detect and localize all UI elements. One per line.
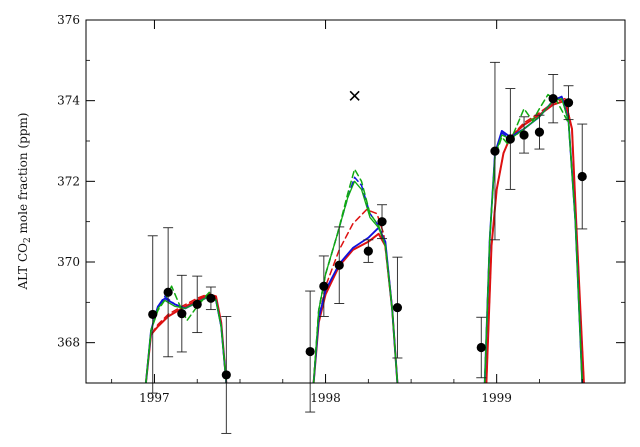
y-tick-label: 376 xyxy=(57,13,80,27)
y-axis-label-post: mole fraction (ppm) xyxy=(16,113,30,238)
data-point xyxy=(505,134,515,144)
data-point xyxy=(305,346,315,357)
series-5-segment-1 xyxy=(312,168,399,383)
data-point xyxy=(319,281,329,291)
x-tick-label: 1999 xyxy=(481,391,512,405)
series-layer xyxy=(144,93,585,383)
y-tick-label: 374 xyxy=(57,94,80,108)
y-tick-label: 370 xyxy=(57,255,80,269)
data-point xyxy=(392,302,403,313)
data-point xyxy=(577,171,587,182)
series-1-segment-1 xyxy=(312,208,399,383)
series-2-segment-1 xyxy=(312,226,399,383)
data-point xyxy=(177,309,187,319)
series-1-segment-2 xyxy=(485,97,585,383)
data-point xyxy=(519,130,529,140)
y-axis-label: ALT CO2 mole fraction (ppm) xyxy=(16,113,33,291)
series-3-segment-1 xyxy=(312,176,399,383)
outlier-marker xyxy=(349,90,360,101)
y-tick-label: 372 xyxy=(57,174,80,188)
data-point xyxy=(534,127,545,137)
data-point xyxy=(221,370,231,380)
series-4-segment-1 xyxy=(312,180,399,383)
points-layer xyxy=(148,94,587,380)
outlier-layer xyxy=(349,90,360,101)
data-point xyxy=(206,293,216,303)
data-point xyxy=(548,94,558,104)
ticks-layer xyxy=(86,19,625,384)
data-point xyxy=(163,287,173,297)
data-point xyxy=(148,309,158,320)
x-tick-label: 1997 xyxy=(139,391,170,405)
y-tick-label: 368 xyxy=(57,336,80,350)
data-point xyxy=(476,342,486,353)
data-point xyxy=(363,246,373,256)
data-point xyxy=(192,299,202,309)
data-point xyxy=(334,260,344,270)
x-tick-label: 1998 xyxy=(310,391,341,405)
labels-layer: 1997 1998 1999 368 370 372 374 376 xyxy=(57,13,512,405)
data-point xyxy=(563,98,574,108)
data-point xyxy=(490,146,500,156)
y-axis-label-sub: 2 xyxy=(23,237,33,243)
plot-frame xyxy=(85,19,626,384)
series-4-segment-2 xyxy=(484,97,583,383)
data-point xyxy=(377,217,387,227)
y-axis-label-pre: ALT CO xyxy=(16,243,30,291)
